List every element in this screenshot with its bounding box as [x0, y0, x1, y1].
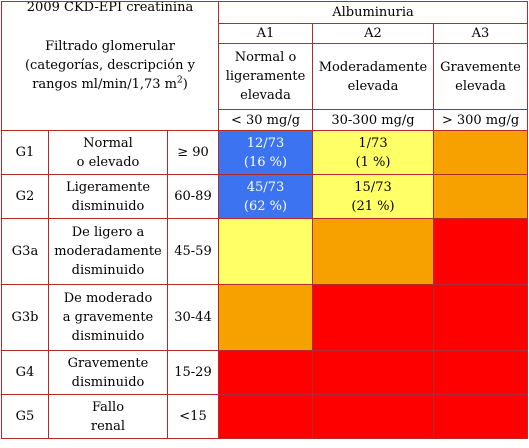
cell-g2-a2: 15/73 (21 %): [312, 174, 434, 219]
cell-g3a-a1: [218, 218, 313, 285]
table-row: G3a De ligero a moderadamente disminuido…: [1, 218, 528, 285]
corner-header-cell: 2009 CKD-EPI creatinina Filtrado glomeru…: [1, 1, 219, 131]
column-desc-a1: Normal o ligeramente elevada: [218, 43, 313, 110]
row-range: 15-29: [167, 350, 219, 395]
column-code-a2: A2: [312, 23, 434, 44]
column-desc-a3: Gravemente elevada: [433, 43, 528, 110]
row-range: 45-59: [167, 218, 219, 285]
table-row: G4 Gravemente disminuido 15-29: [1, 350, 528, 395]
cell-g3b-a2: [312, 284, 434, 351]
row-code: G5: [1, 394, 49, 439]
row-desc: De moderado a gravemente disminuido: [48, 284, 168, 351]
cell-g4-a1: [218, 350, 313, 395]
cell-g4-a2: [312, 350, 434, 395]
cell-g3a-a3: [433, 218, 528, 285]
row-code: G3a: [1, 218, 49, 285]
table-row: G2 Ligeramente disminuido 60-89 45/73 (6…: [1, 174, 528, 219]
cell-g3b-a1: [218, 284, 313, 351]
gfr-label: Filtrado glomerular (categorías, descrip…: [24, 39, 195, 92]
cell-g5-a1: [218, 394, 313, 439]
row-range: ≥ 90: [167, 130, 219, 175]
column-code-a1: A1: [218, 23, 313, 44]
row-code: G3b: [1, 284, 49, 351]
column-code-a3: A3: [433, 23, 528, 44]
table-row: G5 Fallo renal <15: [1, 394, 528, 439]
row-desc: De ligero a moderadamente disminuido: [48, 218, 168, 285]
cell-g1-a1: 12/73 (16 %): [218, 130, 313, 175]
row-desc: Fallo renal: [48, 394, 168, 439]
row-code: G1: [1, 130, 49, 175]
cell-g3b-a3: [433, 284, 528, 351]
cell-g2-a1: 45/73 (62 %): [218, 174, 313, 219]
ckd-risk-table: 2009 CKD-EPI creatinina Filtrado glomeru…: [1, 1, 528, 439]
cell-g5-a2: [312, 394, 434, 439]
table-title: 2009 CKD-EPI creatinina: [26, 1, 194, 16]
column-desc-a2: Moderadamente elevada: [312, 43, 434, 110]
row-range: <15: [167, 394, 219, 439]
row-desc: Gravemente disminuido: [48, 350, 168, 395]
cell-g1-a3: [433, 130, 528, 175]
column-range-a3: > 300 mg/g: [433, 109, 528, 131]
cell-g4-a3: [433, 350, 528, 395]
row-range: 30-44: [167, 284, 219, 351]
column-range-a2: 30-300 mg/g: [312, 109, 434, 131]
row-desc: Ligeramente disminuido: [48, 174, 168, 219]
cell-g5-a3: [433, 394, 528, 439]
row-code: G2: [1, 174, 49, 219]
albuminuria-header: Albuminuria: [218, 1, 528, 24]
cell-g3a-a2: [312, 218, 434, 285]
table-row: G1 Normal o elevado ≥ 90 12/73 (16 %) 1/…: [1, 130, 528, 175]
row-desc: Normal o elevado: [48, 130, 168, 175]
cell-g1-a2: 1/73 (1 %): [312, 130, 434, 175]
column-range-a1: < 30 mg/g: [218, 109, 313, 131]
cell-g2-a3: [433, 174, 528, 219]
row-code: G4: [1, 350, 49, 395]
row-range: 60-89: [167, 174, 219, 219]
table-row: G3b De moderado a gravemente disminuido …: [1, 284, 528, 351]
